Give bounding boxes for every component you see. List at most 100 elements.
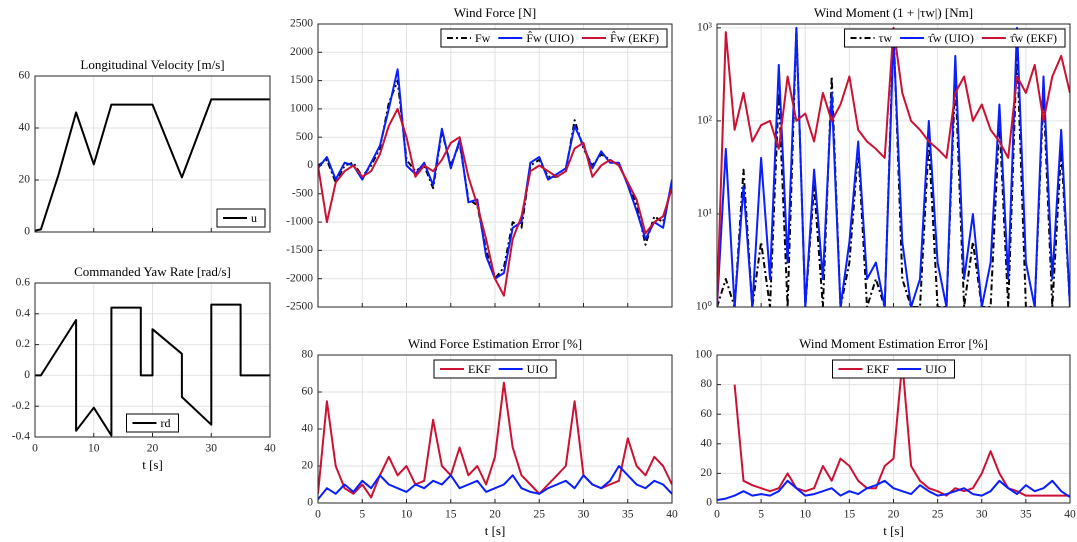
legend-box bbox=[433, 359, 557, 379]
y-tick-label: -1500 bbox=[286, 244, 313, 256]
legend-box bbox=[844, 28, 1066, 48]
y-tick-label: 0.6 bbox=[16, 277, 31, 289]
y-tick-label: 2000 bbox=[290, 46, 313, 58]
x-tick-label: 0 bbox=[32, 443, 38, 455]
x-tick-label: 30 bbox=[578, 509, 590, 521]
axes-frame bbox=[716, 23, 1071, 308]
legend: EKF UIO bbox=[832, 359, 955, 379]
y-tick-label: 60 bbox=[701, 408, 713, 420]
x-tick-label: 15 bbox=[445, 509, 457, 521]
legend-box bbox=[832, 359, 955, 379]
y-tick-label: 20 bbox=[19, 174, 31, 186]
y-tick-label: 40 bbox=[701, 437, 713, 449]
legend-label: τ̂w (EKF) bbox=[1010, 31, 1057, 45]
series-line bbox=[318, 107, 672, 297]
x-axis-label: t [s] bbox=[883, 523, 904, 538]
x-tick-label: 0 bbox=[315, 509, 321, 521]
x-tick-label: 25 bbox=[932, 509, 944, 521]
y-tick-label: 0 bbox=[307, 159, 313, 171]
plot-lines bbox=[318, 381, 672, 500]
series-line bbox=[318, 465, 672, 500]
x-tick-label: 10 bbox=[401, 509, 413, 521]
x-tick-label: 30 bbox=[976, 509, 988, 521]
legend-label: F̂w (EKF) bbox=[610, 30, 659, 44]
x-tick-label: 5 bbox=[359, 509, 365, 521]
y-tick-label: 0 bbox=[706, 497, 712, 509]
y-tick-label: 0.4 bbox=[16, 307, 31, 319]
series-line bbox=[717, 26, 1070, 307]
y-tick-label: 20 bbox=[302, 460, 314, 472]
legend: Fw F̂w (UIO) F̂w (EKF) bbox=[440, 28, 668, 48]
x-tick-label: 30 bbox=[206, 443, 218, 455]
chart-title: Commanded Yaw Rate [rad/s] bbox=[74, 264, 231, 279]
y-tick-label: 500 bbox=[296, 131, 314, 143]
series-line bbox=[35, 98, 270, 232]
legend-label: F̂w (UIO) bbox=[526, 30, 574, 44]
series-line bbox=[35, 303, 270, 437]
chart-title: Wind Moment (1 + |τw|) [Nm] bbox=[814, 5, 973, 20]
legend-label: EKF bbox=[468, 362, 491, 376]
x-tick-label: 0 bbox=[714, 509, 720, 521]
y-tick-label: -500 bbox=[292, 187, 313, 199]
series-line bbox=[318, 381, 672, 499]
y-tick-label: 10³ bbox=[697, 21, 713, 33]
x-tick-label: 15 bbox=[844, 509, 856, 521]
legend-label: Fw bbox=[475, 31, 491, 45]
y-tick-label: 60 bbox=[302, 386, 314, 398]
x-tick-label: 25 bbox=[534, 509, 546, 521]
y-tick-label: -0.4 bbox=[12, 431, 30, 443]
y-tick-label: -1000 bbox=[286, 216, 313, 228]
y-tick-label: 10⁰ bbox=[696, 301, 713, 313]
y-tick-label: -2500 bbox=[286, 301, 313, 313]
chart-title: Wind Force Estimation Error [%] bbox=[408, 336, 582, 351]
axes-frame bbox=[34, 75, 271, 233]
x-tick-label: 5 bbox=[758, 509, 764, 521]
x-tick-label: 10 bbox=[800, 509, 812, 521]
x-tick-label: 35 bbox=[1020, 509, 1032, 521]
legend-label: τw bbox=[879, 31, 893, 45]
x-axis-label: t [s] bbox=[142, 457, 163, 472]
chart-title: Wind Force [N] bbox=[454, 5, 537, 20]
legend-label: UIO bbox=[925, 362, 947, 376]
y-tick-label: 2500 bbox=[290, 18, 313, 30]
legend-label: rd bbox=[161, 416, 171, 430]
series-line bbox=[717, 479, 1070, 501]
x-tick-label: 20 bbox=[888, 509, 900, 521]
legend: u bbox=[216, 208, 266, 228]
plot-lines bbox=[35, 98, 270, 232]
y-tick-label: 0 bbox=[24, 369, 30, 381]
x-tick-label: 40 bbox=[1064, 509, 1076, 521]
y-tick-label: -2000 bbox=[286, 272, 313, 284]
y-tick-label: 80 bbox=[701, 378, 713, 390]
x-tick-label: 20 bbox=[489, 509, 501, 521]
y-tick-label: 10¹ bbox=[697, 208, 713, 220]
y-tick-label: 0.2 bbox=[16, 338, 31, 350]
plot-lines bbox=[35, 303, 270, 437]
y-tick-label: 40 bbox=[302, 423, 314, 435]
legend-label: EKF bbox=[867, 362, 890, 376]
x-tick-label: 20 bbox=[147, 443, 159, 455]
x-tick-label: 10 bbox=[88, 443, 100, 455]
y-tick-label: 0 bbox=[24, 226, 30, 238]
axes-frame bbox=[317, 354, 673, 504]
y-tick-label: 60 bbox=[19, 70, 31, 82]
axes-frame bbox=[34, 282, 271, 438]
y-tick-label: 40 bbox=[19, 122, 31, 134]
y-tick-label: 100 bbox=[695, 349, 713, 361]
y-tick-label: 80 bbox=[302, 349, 314, 361]
y-tick-label: 0 bbox=[307, 497, 313, 509]
y-tick-label: 10² bbox=[697, 115, 713, 127]
plot-lines bbox=[318, 68, 672, 297]
legend: rd bbox=[126, 413, 179, 433]
x-axis-label: t [s] bbox=[485, 523, 506, 538]
y-tick-label: 20 bbox=[701, 467, 713, 479]
axes-frame bbox=[716, 354, 1071, 504]
x-tick-label: 40 bbox=[264, 443, 276, 455]
x-tick-label: 40 bbox=[666, 509, 678, 521]
legend-label: τ̂w (UIO) bbox=[928, 31, 974, 45]
y-tick-label: -0.2 bbox=[12, 400, 30, 412]
legend: τw τ̂w (UIO) τ̂w (EKF) bbox=[844, 28, 1066, 48]
legend-label: UIO bbox=[527, 362, 549, 376]
legend: EKF UIO bbox=[433, 359, 557, 379]
